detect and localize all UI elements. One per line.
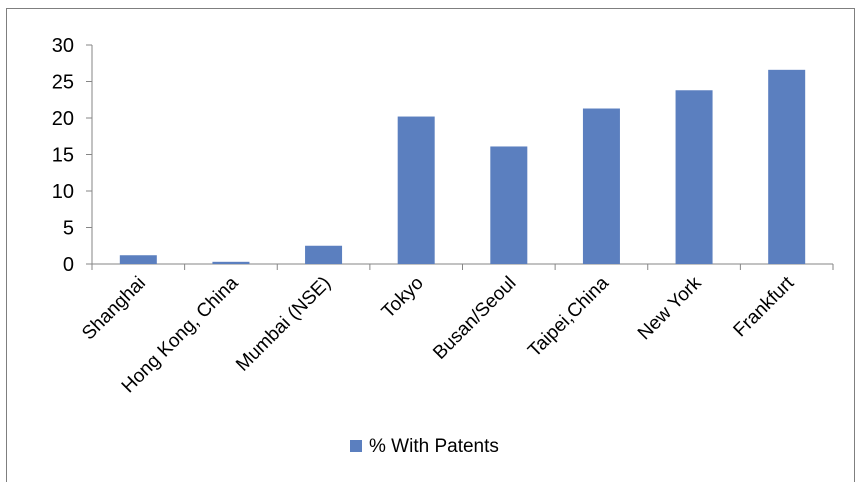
bar [397,116,435,264]
bar [582,108,620,264]
bar [675,90,713,264]
x-category-label: Busan/Seoul [429,273,520,364]
chart-frame [6,8,855,482]
y-tick-label: 30 [52,35,74,57]
x-category-label: Taipei,China [524,272,613,361]
y-tick-label: 10 [52,181,74,203]
legend-swatch [350,440,362,452]
y-tick-label: 5 [63,218,74,240]
bar [212,261,250,264]
x-category-label: Mumbai (NSE) [232,273,335,376]
y-tick-label: 15 [52,145,74,167]
y-tick-label: 25 [52,72,74,94]
bar [490,146,528,264]
legend-label: % With Patents [369,436,499,457]
bar [305,245,343,264]
x-category-label: Shanghai [78,273,150,345]
bar [119,255,157,264]
y-tick-label: 20 [52,108,74,130]
y-tick-label: 0 [63,254,74,276]
x-category-label: Tokyo [378,273,428,323]
bar [768,69,806,264]
x-category-label: Frankfurt [730,272,799,341]
x-category-label: New York [634,272,706,344]
